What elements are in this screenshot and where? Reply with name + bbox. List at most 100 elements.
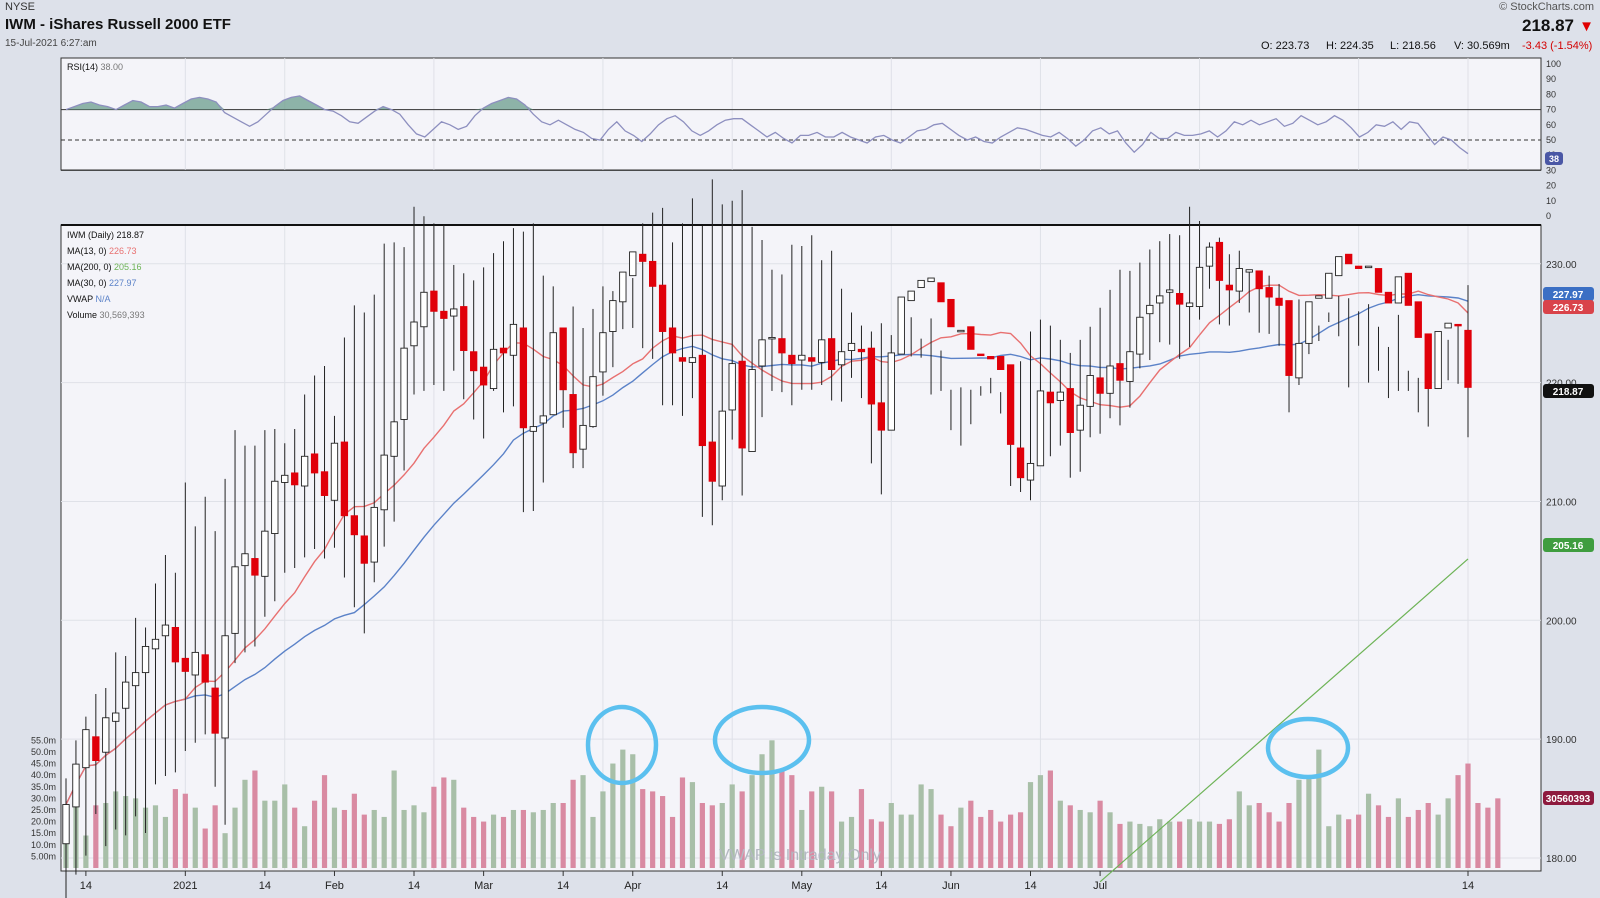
volume-bar xyxy=(1167,821,1173,868)
candle-body xyxy=(827,338,836,370)
candle-body xyxy=(1295,342,1303,379)
candle-body xyxy=(271,480,279,534)
volume-bar xyxy=(600,791,606,868)
volume-tick-label: 10.0m xyxy=(31,840,56,850)
volume-bar xyxy=(1077,809,1083,868)
volume-bar xyxy=(1206,821,1213,868)
rsi-tick-label: 30 xyxy=(1546,165,1556,175)
candle-body xyxy=(599,332,607,373)
volume-bar xyxy=(441,777,447,868)
volume-bar xyxy=(669,816,676,868)
candle-body xyxy=(1384,291,1393,304)
volume-bar xyxy=(421,812,427,868)
candle-body xyxy=(678,357,687,362)
volume-bar xyxy=(1326,826,1332,868)
candle-body xyxy=(470,351,478,372)
candle-body xyxy=(698,354,707,447)
candle-body xyxy=(1404,272,1412,306)
candle-body xyxy=(1106,365,1114,394)
volume-bar xyxy=(898,814,904,868)
volume-bar xyxy=(152,805,159,868)
volume-bar xyxy=(1147,826,1153,868)
price-tick-label: 230.00 xyxy=(1546,260,1577,271)
volume-bar xyxy=(590,816,596,868)
candle-body xyxy=(718,410,726,487)
legend-value: 226.73 xyxy=(109,246,137,256)
candle-body xyxy=(798,354,806,361)
volume-bar xyxy=(192,807,198,868)
x-tick-label: 14 xyxy=(259,880,271,892)
candle-body xyxy=(221,635,229,739)
candle-body xyxy=(489,348,498,390)
annotation-circle xyxy=(585,704,659,786)
volume-bar xyxy=(948,826,954,868)
candle-body xyxy=(122,681,130,709)
candle-body xyxy=(410,321,418,347)
volume-bar xyxy=(311,800,318,868)
candle-body xyxy=(1066,388,1074,433)
candle-body xyxy=(1026,462,1035,481)
candle-body xyxy=(360,535,368,564)
candle-body xyxy=(957,329,965,333)
rsi-tick-label: 10 xyxy=(1546,196,1556,206)
price-tick-label: 190.00 xyxy=(1546,735,1577,746)
candle-body xyxy=(430,290,438,312)
volume-bar xyxy=(819,786,825,868)
volume-bar xyxy=(620,749,626,868)
candle-body xyxy=(310,453,319,474)
volume-bar xyxy=(1196,821,1203,868)
legend-value: 30,569,393 xyxy=(100,310,145,320)
candle-body xyxy=(102,717,110,753)
candle-body xyxy=(877,402,885,431)
volume-badge-bg xyxy=(1543,791,1594,805)
candle-body xyxy=(1325,272,1333,299)
volume-bar xyxy=(262,800,268,868)
ma30-badge-bg xyxy=(1543,287,1594,301)
volume-bar xyxy=(341,809,348,868)
volume-bar xyxy=(1465,763,1471,868)
chart-legend: RSI(14) 38.00 IWM (Daily) 218.87 MA(13, 0)… xyxy=(67,62,145,320)
x-tick-label: 14 xyxy=(716,880,728,892)
legend-entry: MA(30, 0) 227.97 xyxy=(67,278,137,288)
x-tick-label: Feb xyxy=(325,880,344,892)
candle-body xyxy=(231,566,239,634)
chart-header: NYSE IWM - iShares Russell 2000 ETF 15-J… xyxy=(0,0,1600,58)
candle-body xyxy=(1116,363,1124,381)
legend-value: 227.97 xyxy=(109,278,137,288)
candle-body xyxy=(539,415,547,424)
candle-body xyxy=(1225,284,1234,291)
candle-body xyxy=(330,442,339,501)
ohlc-low: L: 218.56 xyxy=(1390,40,1436,52)
candle-body xyxy=(181,657,189,672)
candle-body xyxy=(1374,268,1383,293)
volume-bar xyxy=(500,816,507,868)
volume-bar xyxy=(650,791,656,868)
candle-body xyxy=(1255,270,1263,290)
candle-body xyxy=(629,251,637,277)
volume-bar xyxy=(1365,793,1372,868)
price-tick-label: 200.00 xyxy=(1546,616,1577,627)
candle-body xyxy=(967,326,975,350)
volume-tick-label: 30.0m xyxy=(31,793,56,803)
candle-body xyxy=(479,366,488,386)
x-tick-label: May xyxy=(791,880,812,892)
rsi-tick-label: 90 xyxy=(1546,74,1556,84)
volume-bar xyxy=(988,809,994,868)
volume-bar xyxy=(1216,823,1223,868)
x-tick-label: 14 xyxy=(408,880,420,892)
volume-tick-label: 45.0m xyxy=(31,759,56,769)
candle-body xyxy=(1126,351,1134,382)
candle-body xyxy=(261,530,269,577)
volume-bar xyxy=(381,816,387,868)
candlesticks xyxy=(62,179,1472,898)
volume-bar xyxy=(998,821,1004,868)
candle-body xyxy=(658,284,667,332)
candle-body xyxy=(997,356,1005,370)
rsi-tick-label: 70 xyxy=(1546,105,1556,115)
volume-bar xyxy=(739,791,745,868)
candle-body xyxy=(509,323,518,356)
copyright-label[interactable]: © StockCharts.com xyxy=(1499,1,1594,13)
volume-bar xyxy=(978,816,984,868)
x-tick-label: 2021 xyxy=(173,880,197,892)
